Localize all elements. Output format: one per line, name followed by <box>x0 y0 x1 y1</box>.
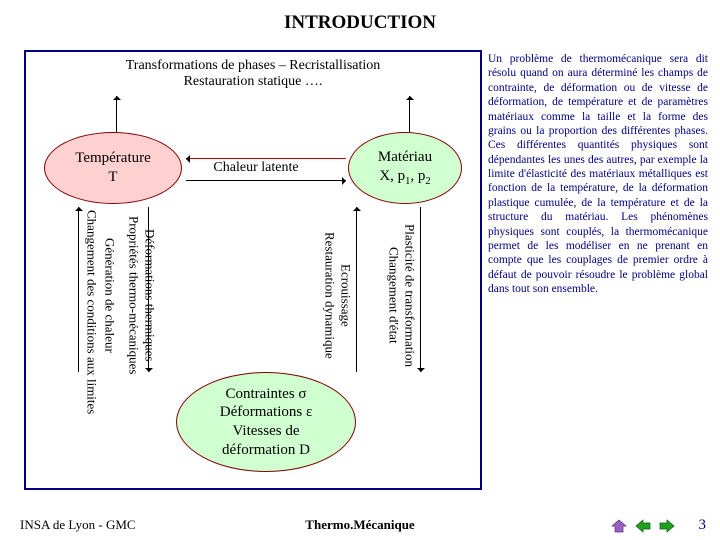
page-title: INTRODUCTION <box>0 0 720 38</box>
v4-line1: Plasticité de transformation <box>402 210 416 380</box>
vtext-group-2b: Déformations thermiques <box>142 210 156 380</box>
const-line1: Contraintes σ <box>226 386 307 402</box>
arrow-h-top <box>186 158 346 159</box>
vtext-group-1: Changement des conditions aux limites <box>84 210 98 380</box>
vtext-group-3: Restauration dynamique <box>322 210 336 380</box>
materiau-mid: , p <box>410 168 425 184</box>
materiau-line1: Matériau <box>378 149 432 165</box>
vtext-group-4b: Plasticité de transformation <box>402 210 416 380</box>
arrow-v1 <box>78 207 79 372</box>
home-icon[interactable] <box>610 518 628 534</box>
vtext-group-4: Changement d'état <box>386 210 400 380</box>
vtext-group-2: Propriétés thermo-mécaniques <box>126 210 140 380</box>
const-line3: Vitesses de <box>232 423 299 439</box>
page-number: 3 <box>699 517 707 534</box>
v1-line0: Génération de chaleur <box>102 210 116 380</box>
diagram-frame: Transformations de phases – Recristallis… <box>24 50 482 490</box>
v2-line1: Propriétés thermo-mécaniques <box>126 210 140 380</box>
const-line2: Déformations ε <box>220 404 313 420</box>
vtext-group-3b: Ecrouissage <box>338 210 352 380</box>
v1-line1: Changement des conditions aux limites <box>84 210 98 380</box>
node-temperature: Température T <box>44 132 182 204</box>
side-paragraph: Un problème de thermomécanique sera dit … <box>488 52 708 432</box>
arrow-up-left <box>116 96 117 132</box>
materiau-sub2: 2 <box>425 176 430 187</box>
prev-icon[interactable] <box>634 518 652 534</box>
footer-org: INSA de Lyon - GMC <box>20 517 136 533</box>
v4-line2: Changement d'état <box>386 210 400 380</box>
node-materiau: Matériau X, p1, p2 <box>348 132 462 204</box>
materiau-line2a: X, p <box>379 168 405 184</box>
arrow-v4 <box>420 207 421 372</box>
arrow-up-right <box>409 96 410 132</box>
next-icon[interactable] <box>658 518 676 534</box>
subtitle-line1: Transformations de phases – Recristallis… <box>126 58 381 73</box>
v3-line1: Ecrouissage <box>338 210 352 380</box>
footer: INSA de Lyon - GMC Thermo.Mécanique 3 <box>0 510 720 540</box>
temperature-line1: Température <box>75 150 151 166</box>
nav-icons <box>610 518 676 534</box>
diagram-subtitle: Transformations de phases – Recristallis… <box>103 58 403 90</box>
temperature-line2: T <box>108 169 117 185</box>
arrow-v3 <box>356 207 357 372</box>
node-contraintes: Contraintes σ Déformations ε Vitesses de… <box>176 372 356 472</box>
subtitle-line2: Restauration statique …. <box>184 74 323 89</box>
label-chaleur: Chaleur latente <box>196 160 316 176</box>
footer-title: Thermo.Mécanique <box>305 517 414 533</box>
v2-line2: Déformations thermiques <box>142 210 156 380</box>
const-line4: déformation D <box>222 442 310 458</box>
vtext-group-1b: Génération de chaleur <box>102 210 116 380</box>
arrow-h-bot <box>186 180 346 181</box>
v3-line2: Restauration dynamique <box>322 210 336 380</box>
